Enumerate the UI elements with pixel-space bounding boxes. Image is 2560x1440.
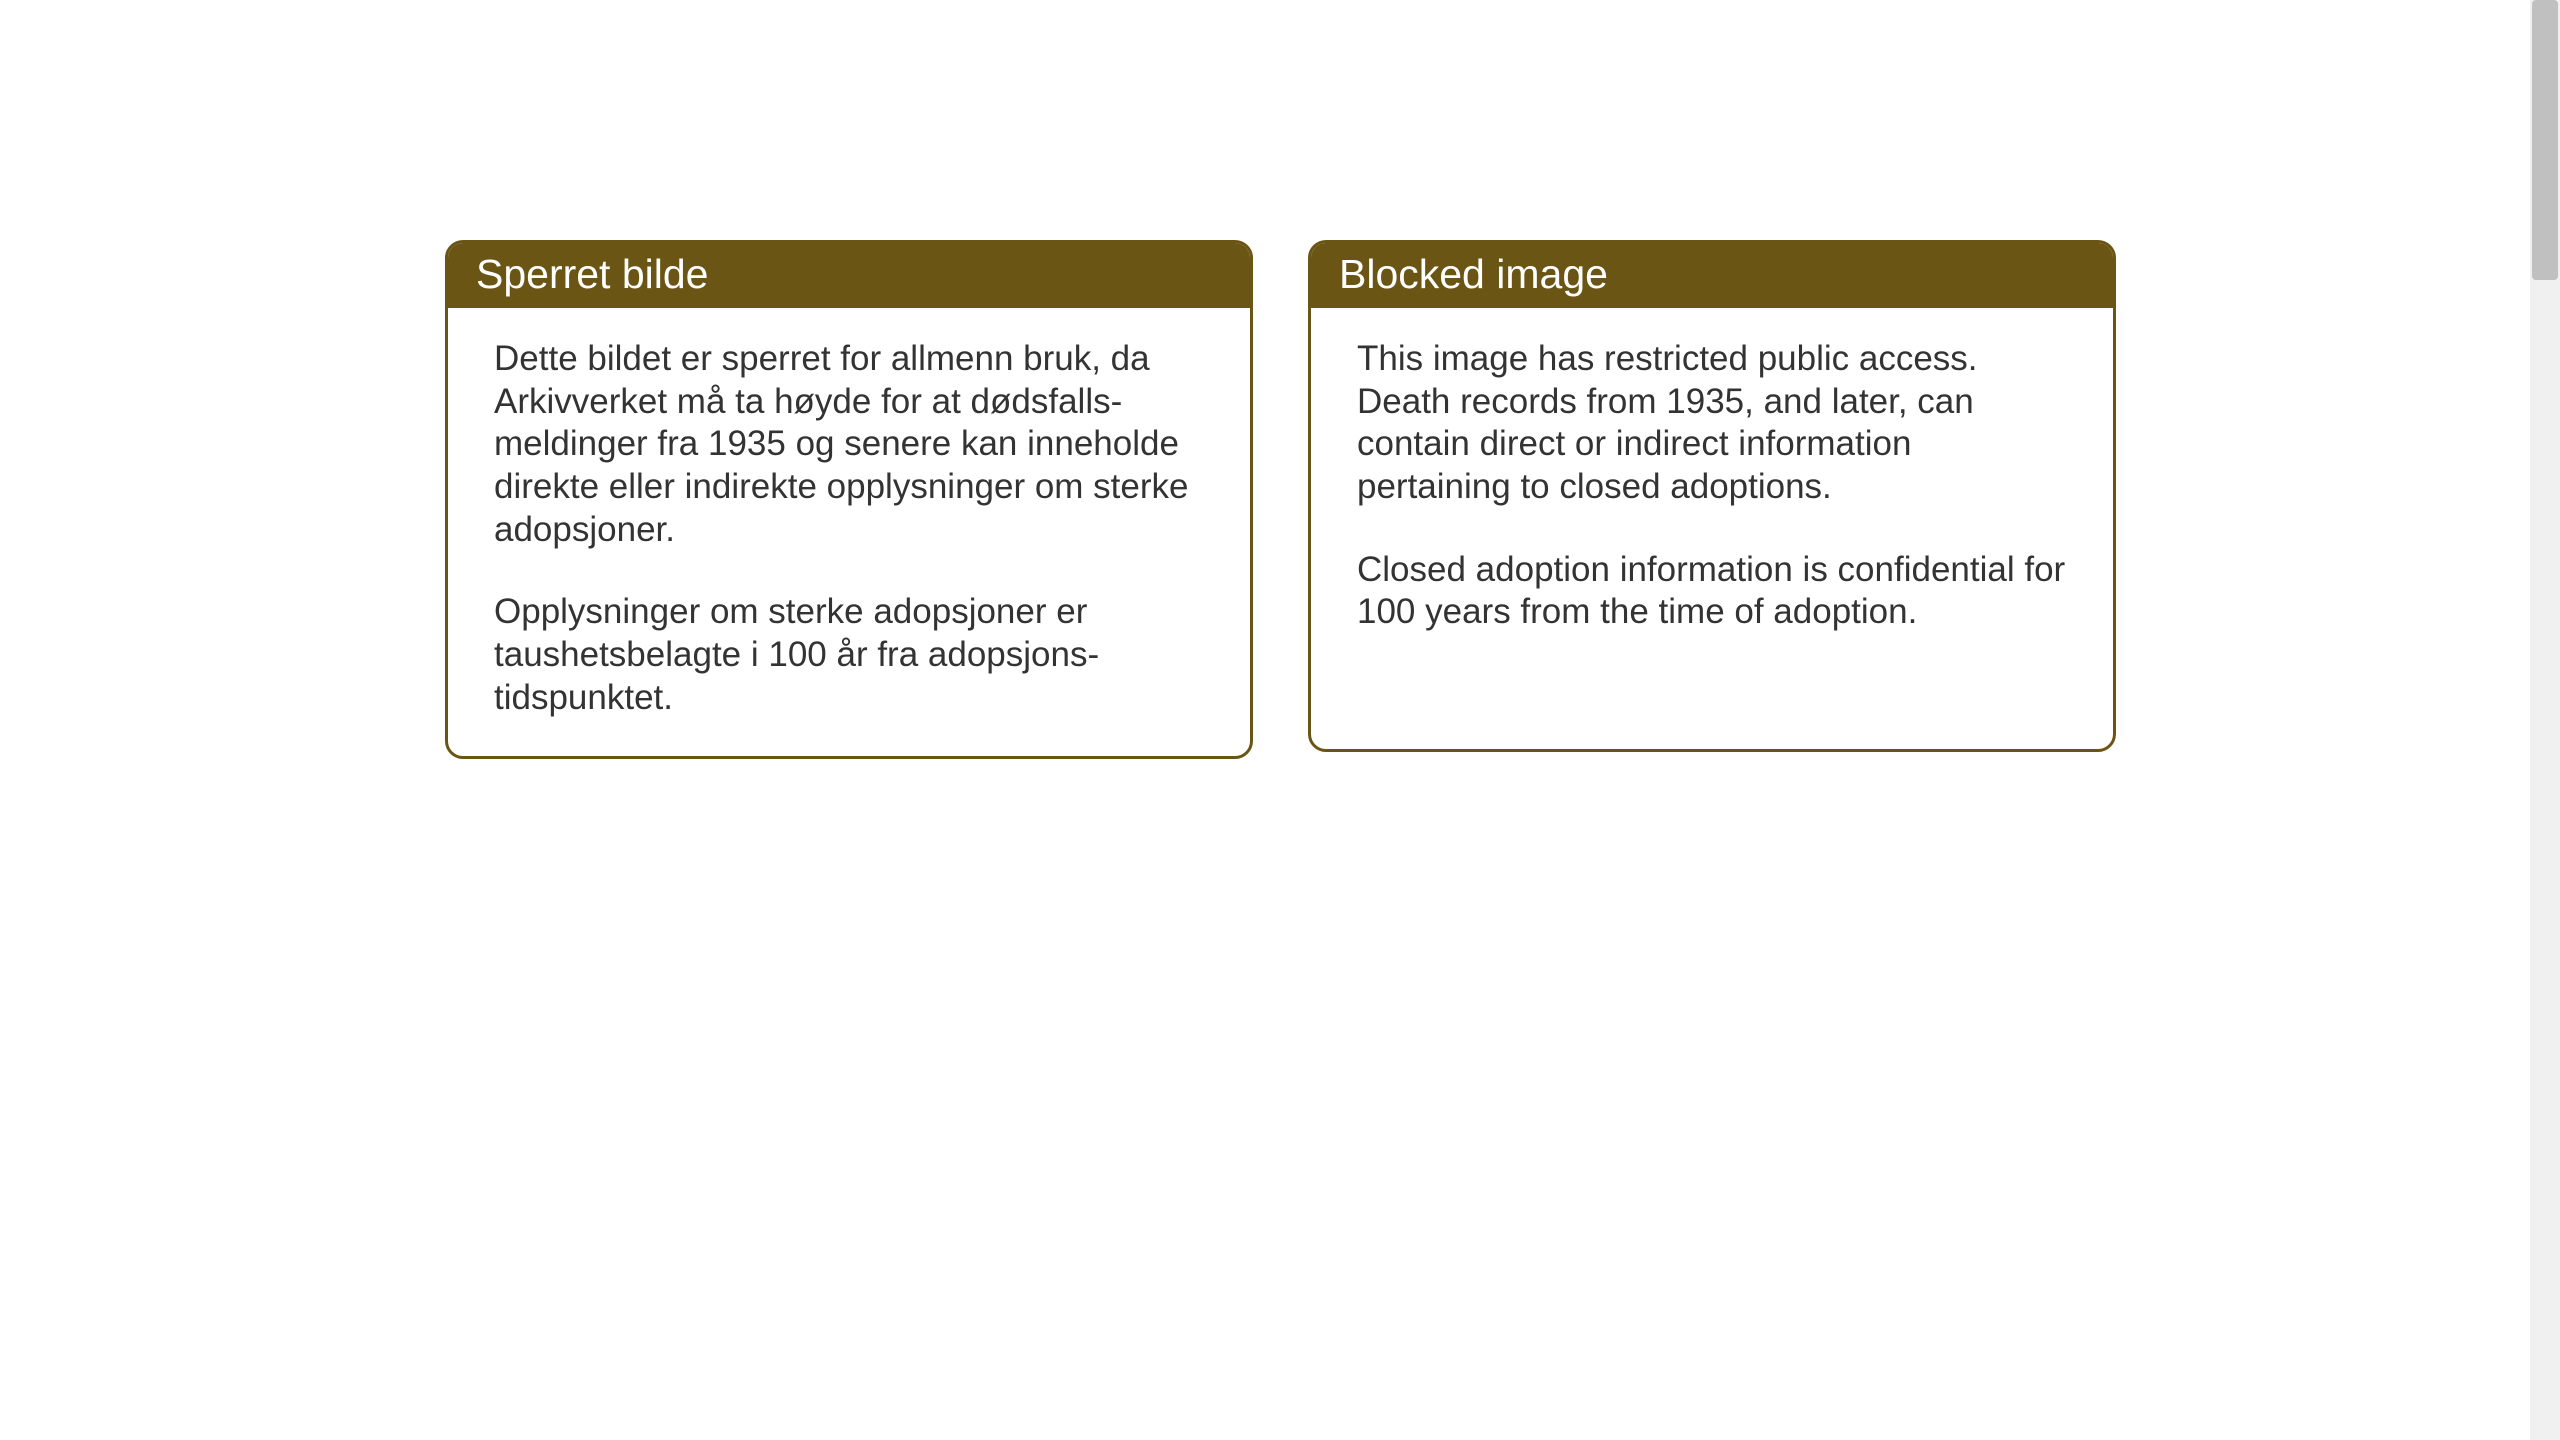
norwegian-paragraph-1: Dette bildet er sperret for allmenn bruk… <box>494 338 1210 551</box>
notice-cards-container: Sperret bilde Dette bildet er sperret fo… <box>0 0 2560 759</box>
english-notice-card: Blocked image This image has restricted … <box>1308 240 2116 752</box>
english-card-body: This image has restricted public access.… <box>1311 308 2113 670</box>
norwegian-card-body: Dette bildet er sperret for allmenn bruk… <box>448 308 1250 756</box>
norwegian-paragraph-2: Opplysninger om sterke adopsjoner er tau… <box>494 591 1210 719</box>
vertical-scrollbar-thumb[interactable] <box>2532 0 2558 280</box>
english-paragraph-1: This image has restricted public access.… <box>1357 338 2073 509</box>
norwegian-card-title: Sperret bilde <box>448 243 1250 308</box>
vertical-scrollbar-track[interactable] <box>2530 0 2560 1440</box>
norwegian-notice-card: Sperret bilde Dette bildet er sperret fo… <box>445 240 1253 759</box>
english-card-title: Blocked image <box>1311 243 2113 308</box>
english-paragraph-2: Closed adoption information is confident… <box>1357 549 2073 634</box>
